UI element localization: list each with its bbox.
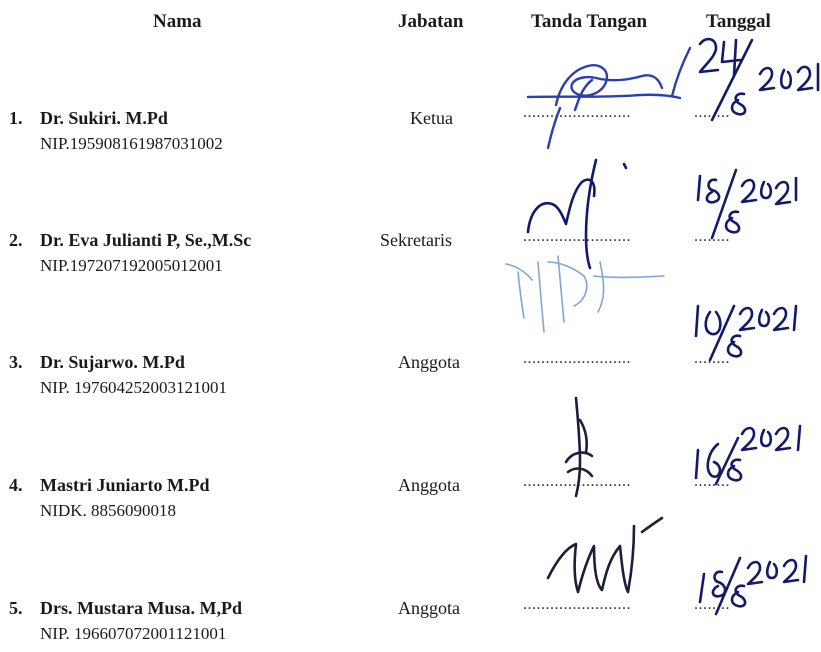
member-name: Mastri Juniarto M.Pd bbox=[40, 475, 210, 495]
signature-5 bbox=[546, 516, 664, 594]
member-name: Drs. Mustara Musa. M,Pd bbox=[40, 598, 242, 618]
signature-line: ........................ bbox=[523, 350, 631, 367]
date-line: ........ bbox=[694, 350, 730, 367]
member-id: NIP.197207192005012001 bbox=[40, 256, 223, 275]
member-id: NIP.195908161987031002 bbox=[40, 134, 223, 153]
date-line: ........ bbox=[694, 104, 730, 121]
member-name: Dr. Eva Julianti P, Se.,M.Sc bbox=[40, 230, 252, 250]
date-line: ........ bbox=[694, 228, 730, 245]
header-position: Jabatan bbox=[398, 11, 464, 32]
member-number: 5. bbox=[9, 598, 23, 618]
member-name: Dr. Sukiri. M.Pd bbox=[40, 108, 168, 128]
member-number: 1. bbox=[9, 108, 23, 128]
signature-line: ........................ bbox=[523, 104, 631, 121]
date-line: ........ bbox=[694, 596, 730, 613]
member-id: NIP. 197604252003121001 bbox=[40, 378, 228, 397]
member-number: 2. bbox=[9, 230, 23, 250]
signature-line: ........................ bbox=[523, 596, 631, 613]
member-position: Anggota bbox=[398, 598, 460, 618]
header-date: Tanggal bbox=[706, 11, 771, 32]
member-position: Sekretaris bbox=[380, 230, 452, 250]
signature-3 bbox=[505, 255, 665, 333]
signature-line: ........................ bbox=[523, 228, 631, 245]
date-line: ........ bbox=[694, 473, 730, 490]
member-position: Anggota bbox=[398, 475, 460, 495]
member-position: Anggota bbox=[398, 352, 460, 372]
member-number: 3. bbox=[9, 352, 23, 372]
member-name: Dr. Sujarwo. M.Pd bbox=[40, 352, 185, 372]
header-signature: Tanda Tangan bbox=[531, 11, 648, 32]
member-number: 4. bbox=[9, 475, 23, 495]
signature-line: ........................ bbox=[523, 473, 631, 490]
member-id: NIP. 196607072001121001 bbox=[40, 624, 227, 643]
member-position: Ketua bbox=[410, 108, 453, 128]
member-id: NIDK. 8856090018 bbox=[40, 501, 176, 520]
header-name: Nama bbox=[153, 11, 202, 32]
signature-2 bbox=[526, 158, 628, 270]
signature-1 bbox=[526, 46, 692, 150]
